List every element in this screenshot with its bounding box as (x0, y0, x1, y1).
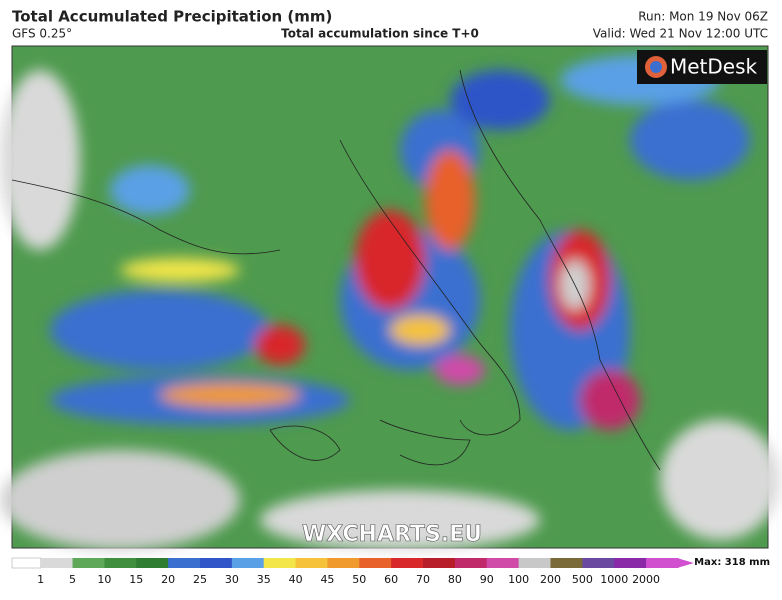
colorbar-start (11, 557, 41, 569)
colorbar-label: 2000 (632, 573, 660, 586)
colorbar-label: 80 (448, 573, 462, 586)
watermark: WXCHARTS.EU (302, 522, 482, 547)
colorbar-segment (231, 558, 265, 568)
colorbar-segment (486, 558, 520, 568)
colorbar-label: 20 (161, 573, 175, 586)
subtitle: Total accumulation since T+0 (281, 27, 479, 41)
colorbar-segment (104, 558, 137, 568)
run-time: Run: Mon 19 Nov 06Z (638, 10, 768, 24)
colorbar-label: 45 (320, 573, 334, 586)
colorbar-segment (295, 558, 328, 568)
colorbar-segment (550, 558, 583, 568)
model: GFS 0.25° (12, 27, 72, 41)
colorbar-arrow (676, 558, 694, 568)
colorbar-label: 1 (37, 573, 44, 586)
colorbar-segment (518, 558, 551, 568)
colorbar-segment (40, 558, 74, 568)
coastlines (11, 69, 661, 471)
colorbar-label: 1000 (600, 573, 628, 586)
logo-box: MetDesk (637, 50, 767, 84)
colorbar-label: 70 (416, 573, 430, 586)
colorbar: 1 5 10 15 20 25 30 35 40 45 50 60 70 80 90 100 200 500 100… (11, 557, 694, 586)
colorbar-segment (582, 558, 615, 568)
colorbar-segment (391, 558, 424, 568)
colorbar-label: 10 (97, 573, 111, 586)
colorbar-segment (263, 558, 297, 568)
colorbar-segment (168, 558, 201, 568)
colorbar-label: 200 (540, 573, 561, 586)
valid-time: Valid: Wed 21 Nov 12:00 UTC (593, 27, 768, 41)
colorbar-segment (423, 558, 456, 568)
colorbar-label: 90 (480, 573, 494, 586)
colorbar-label: 5 (69, 573, 76, 586)
colorbar-label: 40 (289, 573, 303, 586)
map (0, 45, 780, 550)
colorbar-segment (136, 558, 169, 568)
colorbar-label: 30 (225, 573, 239, 586)
colorbar-segment (199, 558, 233, 568)
colorbar-segment (72, 558, 105, 568)
colorbar-label: 500 (572, 573, 593, 586)
title: Total Accumulated Precipitation (mm) (12, 8, 332, 26)
colorbar-segment (359, 558, 392, 568)
precip-field (0, 55, 780, 550)
colorbar-segment (454, 558, 488, 568)
colorbar-segment (646, 558, 679, 568)
logo: MetDesk (670, 55, 758, 79)
colorbar-label: 50 (352, 573, 366, 586)
colorbar-label: 100 (508, 573, 529, 586)
colorbar-label: 35 (257, 573, 271, 586)
colorbar-label: 25 (193, 573, 207, 586)
colorbar-segment (327, 558, 360, 568)
colorbar-label: 60 (384, 573, 398, 586)
colorbar-segment (614, 558, 647, 568)
max-label: Max: 318 mm (694, 557, 770, 568)
colorbar-label: 15 (129, 573, 143, 586)
